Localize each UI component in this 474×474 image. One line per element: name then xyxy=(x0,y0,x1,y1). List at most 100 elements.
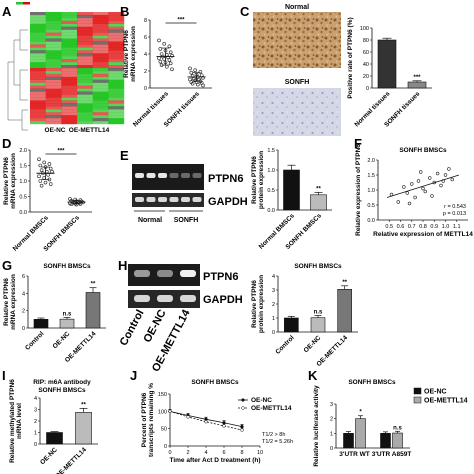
bar xyxy=(380,433,391,449)
heatmap-cell xyxy=(92,109,109,113)
heatmap-cell xyxy=(45,85,62,89)
heatmap-cell xyxy=(108,62,125,66)
blot-band-ptpn6 xyxy=(146,173,156,178)
heatmap-cell xyxy=(45,76,62,80)
heatmap-cell xyxy=(30,41,46,45)
heatmap-cell xyxy=(45,41,62,45)
heatmap-cell xyxy=(30,70,46,75)
panel-d-label: D xyxy=(2,136,11,151)
heatmap-cell xyxy=(92,94,109,98)
heatmap-cell xyxy=(108,100,125,104)
x-tick-label: Control xyxy=(274,334,295,355)
significance-label: ** xyxy=(316,186,321,192)
heatmap-cell xyxy=(92,44,109,48)
y-tick-label: 1 xyxy=(34,431,37,437)
chart-title: SONFH BMSCs xyxy=(348,379,396,386)
heatmap-cell xyxy=(77,112,93,116)
heatmap-cell xyxy=(92,26,109,30)
y-tick-label: 100 xyxy=(360,26,369,32)
heatmap-group-label: OE-METTL14 xyxy=(69,127,110,134)
heatmap-cell xyxy=(45,23,62,27)
heatmap-cell xyxy=(77,12,93,16)
bar xyxy=(284,317,299,333)
chart-title: SONFH BMSCs xyxy=(294,263,342,270)
heatmap-cell xyxy=(61,88,78,92)
heatmap-cell xyxy=(45,109,62,113)
blot-label-ptpn6: PTPN6 xyxy=(203,271,238,283)
y-axis-label: protein expression xyxy=(258,151,265,209)
data-point xyxy=(405,191,409,195)
y-axis-label: protein expression xyxy=(258,275,265,333)
data-point xyxy=(190,81,195,86)
x-axis-label: Relative expression of METTL14 xyxy=(373,231,473,238)
blot-band-ptpn6 xyxy=(169,173,179,178)
data-point xyxy=(416,179,421,183)
heatmap-cell xyxy=(108,115,125,119)
heatmap-cell xyxy=(61,68,78,72)
data-point xyxy=(39,183,44,188)
data-point xyxy=(198,70,203,74)
heatmap-cell xyxy=(77,50,93,54)
lane-group-sonfh: SONFH xyxy=(174,217,199,224)
data-point xyxy=(165,64,169,69)
heatmap-cell xyxy=(77,41,93,45)
heatmap-cell xyxy=(30,118,46,122)
heatmap-cell xyxy=(30,14,46,19)
heatmap-cell xyxy=(45,38,62,42)
heatmap-cell xyxy=(61,53,78,57)
heatmap-cell xyxy=(108,53,125,57)
heatmap-cell xyxy=(61,20,78,24)
heatmap-cell xyxy=(108,118,125,122)
chart-title: SONFH BMSCs xyxy=(399,147,447,154)
y-tick-label: 2 xyxy=(330,417,333,423)
data-point xyxy=(37,157,41,162)
x-tick-label: 3'UTR A859T xyxy=(372,451,412,458)
y-axis-label: Relative PTPN6 xyxy=(251,280,258,328)
ihc-sonfh-title: SONFH xyxy=(285,79,310,86)
data-point xyxy=(193,68,197,72)
heatmap-cell xyxy=(108,70,125,75)
y-tick-label: 3 xyxy=(272,288,275,294)
x-tick-label: 6 xyxy=(222,450,225,456)
heatmap-cell xyxy=(30,100,46,104)
heatmap-cell xyxy=(45,32,62,36)
blot-band-ptpn6 xyxy=(158,173,167,178)
heatmap-cell xyxy=(77,85,93,89)
heatmap-cell xyxy=(45,56,62,60)
y-tick-label: 1.5 xyxy=(267,148,275,154)
bar xyxy=(46,432,63,445)
heatmap-cell xyxy=(92,118,109,122)
heatmap-cell xyxy=(77,73,93,78)
heatmap-cell xyxy=(77,94,93,98)
data-point xyxy=(38,163,43,168)
significance-label: ** xyxy=(81,402,86,408)
heatmap-cell xyxy=(108,47,125,51)
y-tick-label: 0.5 xyxy=(367,203,375,209)
y-axis-label: Relative PTPN6 xyxy=(3,157,10,205)
y-tick-label: 1.0 xyxy=(19,179,27,185)
heatmap-cell xyxy=(45,50,62,54)
data-point xyxy=(157,56,161,61)
y-tick-label: 2.0 xyxy=(19,148,27,154)
heatmap-cell xyxy=(108,103,125,107)
heatmap-cell xyxy=(92,91,109,95)
data-point xyxy=(37,174,41,179)
y-tick-label: 0.5 xyxy=(19,195,27,201)
heatmap-cell xyxy=(108,14,125,19)
heatmap-cell xyxy=(45,100,62,104)
heatmap-cell xyxy=(30,112,46,116)
bar xyxy=(407,81,427,89)
data-point xyxy=(430,194,434,198)
heatmap-cell xyxy=(45,47,62,51)
heatmap-cell xyxy=(77,100,93,104)
heatmap-cell xyxy=(92,20,109,24)
heatmap-cell xyxy=(92,79,109,83)
data-point xyxy=(396,200,400,204)
chart-h: SONFH BMSCs Relative PTPN6 protein express… xyxy=(251,263,358,368)
y-tick-label: 0.0 xyxy=(267,208,275,214)
heatmap-cell xyxy=(45,88,62,92)
data-point xyxy=(48,166,53,171)
chart-b: Relative PTPN6 mRNA expression02468Normal… xyxy=(123,18,212,129)
